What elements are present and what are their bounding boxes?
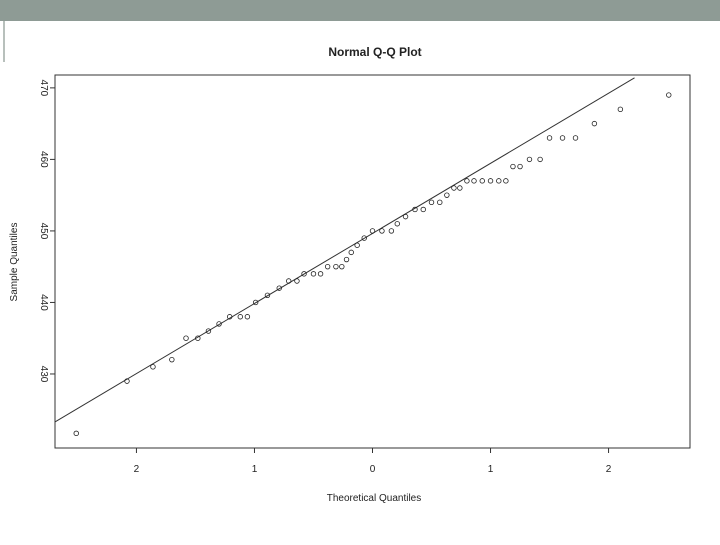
point [294, 278, 300, 284]
x-tick-label: 2 [606, 464, 612, 475]
point [195, 335, 201, 341]
point [150, 364, 156, 370]
point [276, 285, 282, 291]
point [420, 206, 426, 213]
point [526, 156, 533, 163]
point [285, 278, 292, 284]
point [537, 156, 543, 163]
point [388, 228, 395, 234]
point [437, 199, 443, 206]
reference-line [54, 77, 635, 423]
point [402, 213, 409, 220]
point [666, 92, 672, 98]
chart-title: Normal Q-Q Plot [328, 45, 421, 59]
plot-frame [54, 74, 691, 449]
point [487, 178, 494, 184]
point [216, 321, 222, 327]
y-tick-label: 470 [38, 80, 49, 97]
x-tick-label: 1 [488, 464, 494, 475]
point [496, 178, 502, 184]
point [457, 185, 463, 191]
point [379, 228, 385, 234]
point [310, 271, 317, 277]
point [301, 271, 307, 277]
point [264, 292, 271, 298]
point [226, 314, 233, 320]
point [510, 163, 516, 170]
point [333, 263, 339, 270]
point [412, 206, 418, 213]
point [451, 185, 457, 191]
point [479, 178, 485, 184]
point [124, 378, 130, 384]
point [572, 135, 579, 141]
point [546, 135, 553, 141]
point [428, 199, 435, 206]
point [317, 271, 324, 277]
point [252, 299, 259, 306]
point [394, 221, 400, 227]
x-tick-label: 1 [252, 464, 258, 475]
point [559, 135, 566, 141]
x-tick-label: 2 [134, 464, 140, 475]
y-tick-label: 430 [38, 366, 49, 383]
point [343, 256, 350, 263]
point [244, 314, 251, 320]
x-tick-label: 0 [370, 464, 376, 475]
point [169, 356, 175, 363]
point [205, 328, 212, 334]
point [471, 178, 477, 184]
x-axis-label: Theoretical Quantiles [327, 493, 422, 504]
header-bar [0, 0, 720, 21]
point [237, 314, 244, 320]
point [517, 163, 523, 170]
point [361, 235, 367, 241]
point [444, 192, 450, 198]
y-tick-label: 440 [38, 294, 49, 311]
point [464, 178, 470, 184]
point [617, 106, 624, 113]
point [348, 249, 354, 256]
y-axis-label: Sample Quantiles [9, 223, 20, 302]
point [591, 120, 598, 127]
point [183, 335, 189, 341]
point [503, 178, 509, 184]
point [73, 430, 79, 437]
y-tick-label: 450 [38, 223, 49, 240]
point [369, 228, 376, 234]
y-tick-label: 460 [38, 151, 49, 168]
point [324, 263, 331, 270]
point [354, 242, 360, 248]
point [339, 263, 345, 270]
